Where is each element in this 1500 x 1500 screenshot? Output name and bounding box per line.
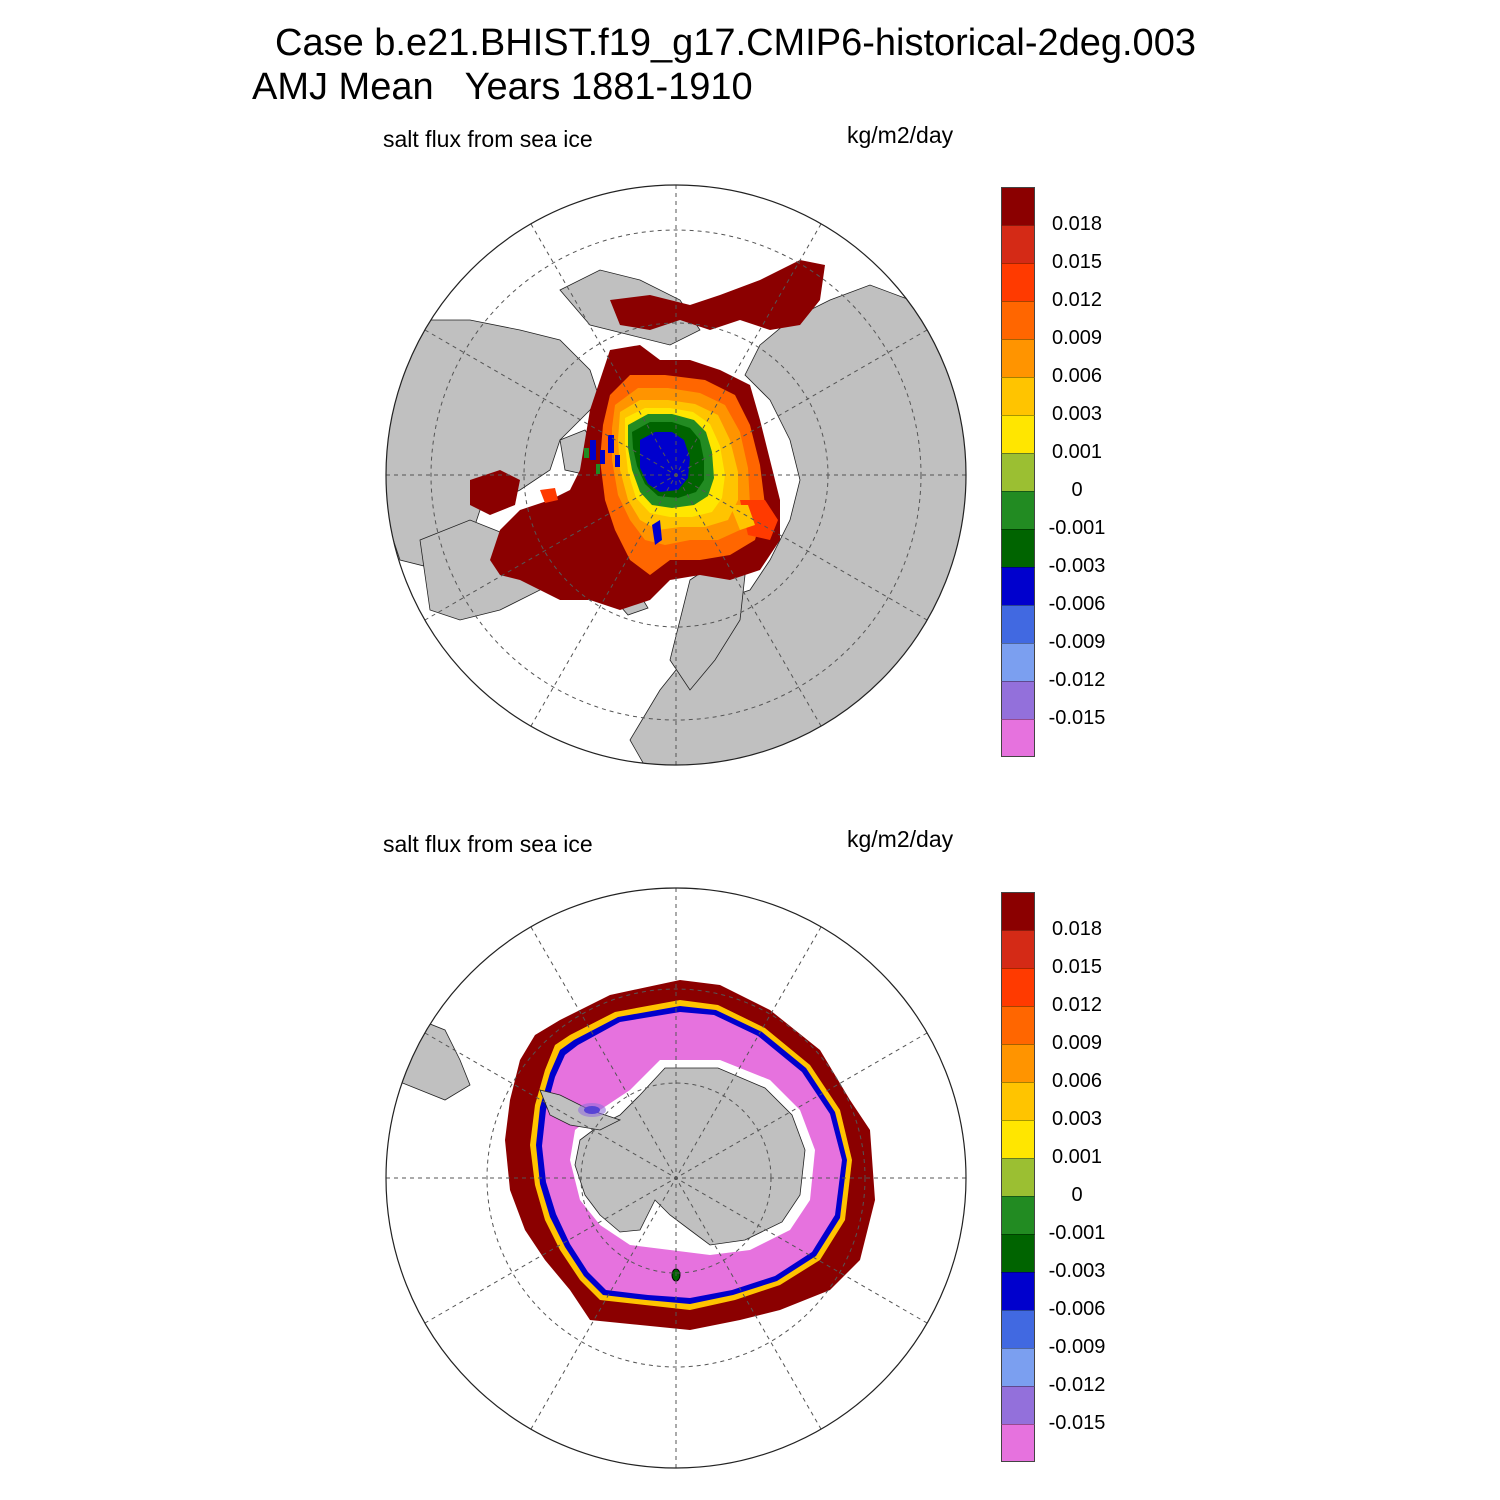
- north-panel-variable-label: salt flux from sea ice: [383, 126, 593, 152]
- colorbar-swatch: [1001, 453, 1035, 491]
- colorbar-swatch: [1001, 339, 1035, 377]
- south-colorbar: [1001, 892, 1035, 1462]
- colorbar-swatch: [1001, 415, 1035, 453]
- colorbar-swatch: [1001, 529, 1035, 567]
- arctic-flux-core: [640, 432, 690, 492]
- antarctic-graticule: [386, 888, 966, 1468]
- figure-title-line-1: Case b.e21.BHIST.f19_g17.CMIP6-historica…: [275, 22, 1196, 64]
- colorbar-tick-label: 0.003: [1051, 1108, 1103, 1130]
- north-colorbar: [1001, 187, 1035, 757]
- colorbar-swatch: [1001, 1158, 1035, 1196]
- colorbar-tick-label: 0.018: [1051, 918, 1103, 940]
- colorbar-swatch: [1001, 1386, 1035, 1424]
- colorbar-swatch: [1001, 968, 1035, 1006]
- colorbar-swatch: [1001, 892, 1035, 930]
- colorbar-swatch: [1001, 567, 1035, 605]
- arctic-graticule: [386, 185, 966, 765]
- colorbar-swatch: [1001, 719, 1035, 757]
- colorbar-swatch: [1001, 930, 1035, 968]
- colorbar-tick-label: -0.012: [1048, 1374, 1106, 1396]
- colorbar-tick-label: -0.012: [1048, 669, 1106, 691]
- colorbar-tick-label: 0.001: [1051, 1146, 1103, 1168]
- colorbar-tick-label: 0.006: [1051, 365, 1103, 387]
- colorbar-swatch: [1001, 1120, 1035, 1158]
- colorbar-tick-label: 0: [1071, 479, 1083, 501]
- colorbar-swatch: [1001, 377, 1035, 415]
- colorbar-swatch: [1001, 187, 1035, 225]
- colorbar-swatch: [1001, 1234, 1035, 1272]
- colorbar-tick-label: 0.012: [1051, 994, 1103, 1016]
- colorbar-swatch: [1001, 1310, 1035, 1348]
- south-panel-units-label: kg/m2/day: [847, 826, 954, 852]
- colorbar-tick-label: -0.009: [1048, 631, 1106, 653]
- colorbar-swatch: [1001, 1196, 1035, 1234]
- colorbar-tick-label: 0.009: [1051, 1032, 1103, 1054]
- colorbar-tick-label: 0.006: [1051, 1070, 1103, 1092]
- colorbar-tick-label: 0.001: [1051, 441, 1103, 463]
- colorbar-tick-label: -0.006: [1048, 1298, 1106, 1320]
- colorbar-swatch: [1001, 643, 1035, 681]
- colorbar-swatch: [1001, 1082, 1035, 1120]
- colorbar-tick-label: -0.003: [1048, 555, 1106, 577]
- colorbar-tick-label: -0.001: [1048, 517, 1106, 539]
- colorbar-swatch: [1001, 263, 1035, 301]
- colorbar-tick-label: -0.003: [1048, 1260, 1106, 1282]
- antarctica-land: [574, 1067, 806, 1246]
- colorbar-swatch: [1001, 491, 1035, 529]
- colorbar-swatch: [1001, 1272, 1035, 1310]
- colorbar-tick-label: 0.015: [1051, 251, 1103, 273]
- north-panel-units-label: kg/m2/day: [847, 122, 954, 148]
- colorbar-tick-label: 0.009: [1051, 327, 1103, 349]
- figure-title-line-2: AMJ Mean Years 1881-1910: [252, 66, 753, 108]
- colorbar-tick-label: 0.012: [1051, 289, 1103, 311]
- colorbar-tick-label: -0.001: [1048, 1222, 1106, 1244]
- colorbar-tick-label: 0.018: [1051, 213, 1103, 235]
- colorbar-tick-label: -0.015: [1048, 707, 1106, 729]
- colorbar-swatch: [1001, 1348, 1035, 1386]
- colorbar-swatch: [1001, 1006, 1035, 1044]
- colorbar-tick-label: 0.015: [1051, 956, 1103, 978]
- antarctic-polar-map: [385, 887, 967, 1469]
- colorbar-tick-label: 0.003: [1051, 403, 1103, 425]
- colorbar-swatch: [1001, 225, 1035, 263]
- colorbar-swatch: [1001, 681, 1035, 719]
- colorbar-tick-label: -0.009: [1048, 1336, 1106, 1358]
- colorbar-tick-label: -0.015: [1048, 1412, 1106, 1434]
- colorbar-swatch: [1001, 605, 1035, 643]
- colorbar-tick-label: 0: [1071, 1184, 1083, 1206]
- south-panel-variable-label: salt flux from sea ice: [383, 831, 593, 857]
- colorbar-tick-label: -0.006: [1048, 593, 1106, 615]
- arctic-polar-map: [385, 184, 967, 766]
- colorbar-swatch: [1001, 301, 1035, 339]
- arctic-flux-pacific: [610, 260, 825, 330]
- colorbar-swatch: [1001, 1424, 1035, 1462]
- arctic-flux-hudson: [470, 470, 520, 515]
- colorbar-swatch: [1001, 1044, 1035, 1082]
